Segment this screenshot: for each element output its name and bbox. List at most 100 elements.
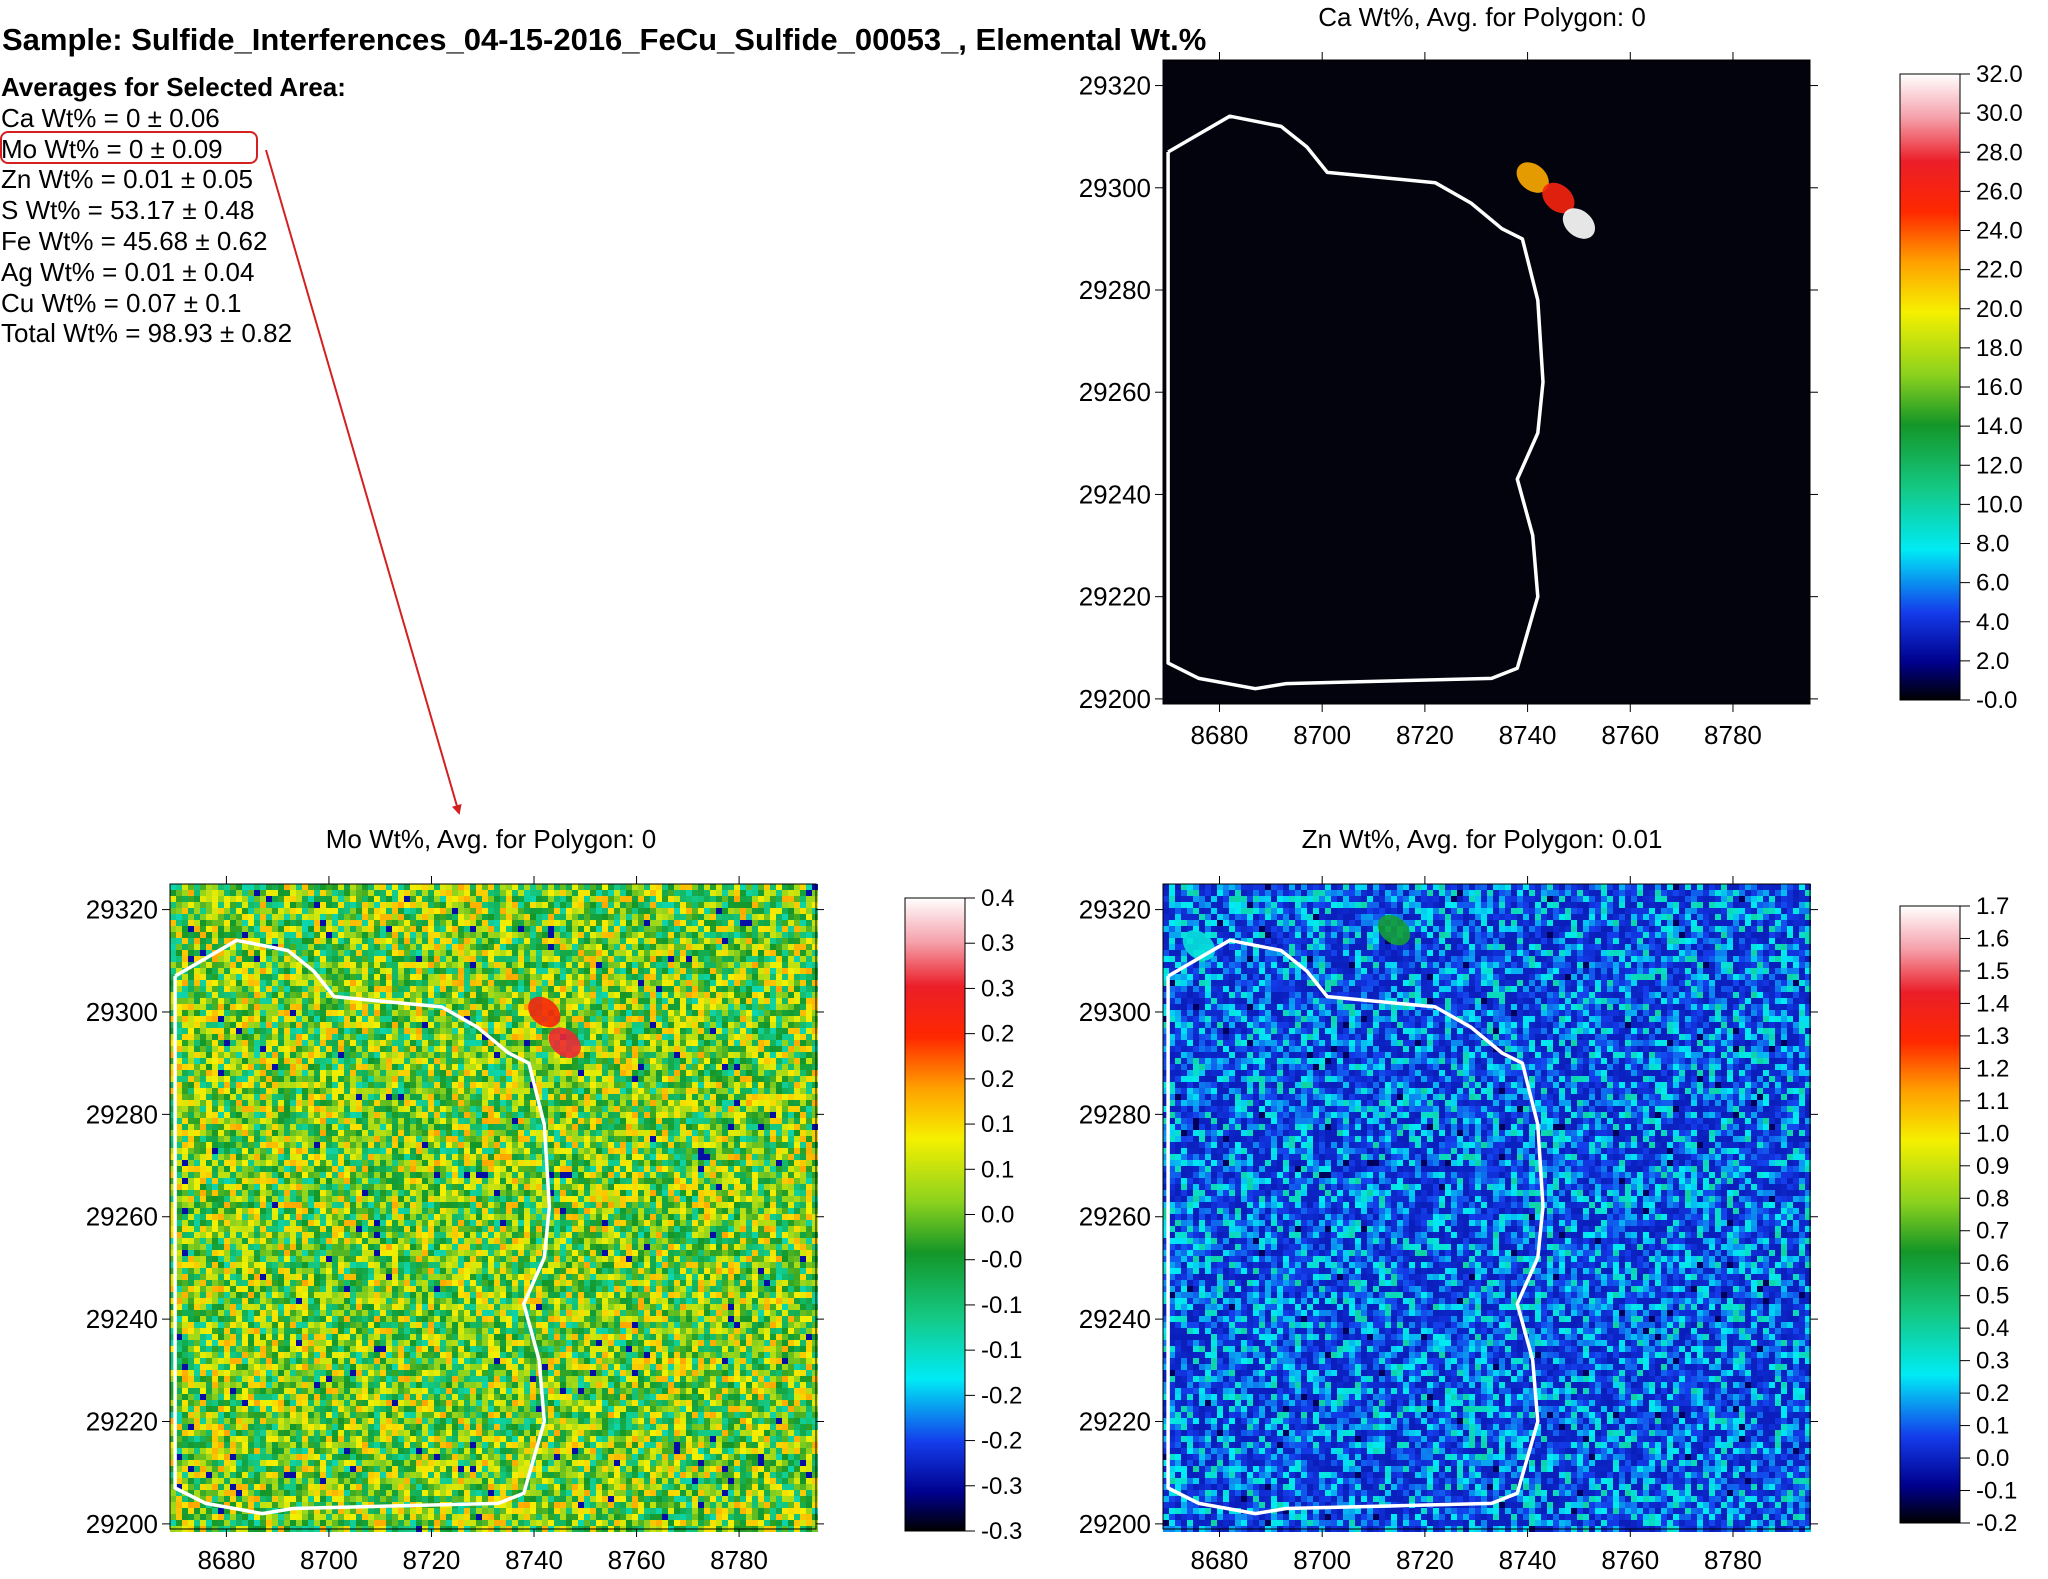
plot-frame: [1162, 883, 1811, 1530]
y-tick-label: 29280: [1079, 1099, 1151, 1129]
colorbar-tick-label: 1.4: [1976, 990, 2009, 1017]
average-line-mo: Mo Wt% = 0 ± 0.09: [1, 134, 346, 165]
colorbar-tick-label: 14.0: [1976, 413, 2023, 440]
ca-heatmap-panel: 8680 8700 8720 8740 8760 8780 29320 29300 29280 2…: [1079, 52, 2023, 750]
heatmap-feature-1: [1542, 182, 1575, 214]
colorbar-tick-label: 20.0: [1976, 296, 2023, 323]
y-tick-label: 29240: [86, 1304, 158, 1334]
heatmap-feature-0: [1516, 162, 1549, 193]
colorbar-tick-label: 0.3: [1976, 1348, 2009, 1375]
colorbar-tick-label: 1.6: [1976, 925, 2009, 952]
average-line-total: Total Wt% = 98.93 ± 0.82: [1, 318, 346, 349]
x-tick-label: 8680: [1191, 720, 1249, 750]
mo-heatmap-panel: 8680 8700 8720 8740 8760 8780 29320 29300 29280 2…: [86, 876, 1022, 1575]
y-tick-label: 29220: [1079, 1407, 1151, 1437]
x-tick-label: 8760: [1601, 1545, 1659, 1575]
x-tick-label: 8720: [403, 1545, 461, 1575]
zn-panel-title: Zn Wt%, Avg. for Polygon: 0.01: [1302, 824, 1663, 855]
colorbar-tick-label: 0.1: [981, 1111, 1014, 1138]
colorbar-tick-label: 32.0: [1976, 61, 2023, 88]
annotation-arrow-line: [265, 149, 462, 815]
y-tick-label: 29240: [1079, 479, 1151, 509]
y-tick-label: 29220: [86, 1407, 158, 1437]
heatmap-feature-1: [1377, 914, 1411, 946]
colorbar-tick-label: 10.0: [1976, 491, 2023, 518]
y-tick-label: 29300: [1079, 173, 1151, 203]
colorbar-tick-label: 0.7: [1976, 1218, 2009, 1245]
colorbar-tick-label: 1.1: [1976, 1088, 2009, 1115]
heatmap-feature-2: [1562, 208, 1596, 239]
colorbar-tick-label: 16.0: [1976, 374, 2023, 401]
selection-polygon: [1166, 114, 1545, 691]
plot-frame: [1162, 59, 1811, 705]
sample-title: Sample: Sulfide_Interferences_04-15-2016…: [2, 22, 1206, 58]
y-tick-label: 29260: [1079, 1202, 1151, 1232]
y-tick-label: 29240: [1079, 1304, 1151, 1334]
colorbar-tick-label: 1.7: [1976, 893, 2009, 920]
y-tick-label: 29200: [1079, 1509, 1151, 1539]
x-tick-label: 8720: [1396, 720, 1454, 750]
colorbar-tick-label: -0.0: [981, 1247, 1022, 1274]
x-tick-label: 8680: [1191, 1545, 1249, 1575]
mo-panel-title: Mo Wt%, Avg. for Polygon: 0: [326, 824, 656, 855]
colorbar-tick-label: 0.1: [981, 1156, 1014, 1183]
colorbar-tick-label: -0.3: [981, 1473, 1022, 1500]
colorbar-tick-label: 0.2: [981, 1066, 1014, 1093]
colorbar-tick-label: 0.0: [1976, 1445, 2009, 1472]
colorbar-tick-label: 22.0: [1976, 257, 2023, 284]
colorbar-tick-label: 0.8: [1976, 1185, 2009, 1212]
x-tick-label: 8760: [608, 1545, 666, 1575]
y-tick-label: 29320: [1079, 895, 1151, 925]
colorbar-tick-label: 0.2: [981, 1021, 1014, 1048]
average-line-s: S Wt% = 53.17 ± 0.48: [1, 195, 346, 226]
colorbar-tick-label: 0.5: [1976, 1283, 2009, 1310]
colorbar-tick-label: -0.2: [1976, 1510, 2017, 1537]
heatmap-pixel-noise: [1163, 884, 1811, 1532]
plot-frame: [169, 883, 817, 1530]
x-tick-label: 8700: [1293, 720, 1351, 750]
average-line-fe: Fe Wt% = 45.68 ± 0.62: [1, 226, 346, 257]
y-tick-label: 29260: [86, 1202, 158, 1232]
colorbar-tick-label: 0.4: [1976, 1315, 2009, 1342]
colorbar-tick-label: 1.5: [1976, 958, 2009, 985]
average-line-ag: Ag Wt% = 0.01 ± 0.04: [1, 257, 346, 288]
colorbar-tick-label: 26.0: [1976, 178, 2023, 205]
colorbar-tick-label: 28.0: [1976, 139, 2023, 166]
colorbar-tick-label: -0.3: [981, 1518, 1022, 1545]
ca-panel-title: Ca Wt%, Avg. for Polygon: 0: [1318, 2, 1646, 33]
heatmap-feature-1: [548, 1027, 581, 1058]
colorbar-tick-label: 0.6: [1976, 1250, 2009, 1277]
averages-panel: Averages for Selected Area: Ca Wt% = 0 ±…: [1, 72, 346, 349]
y-tick-label: 29300: [1079, 997, 1151, 1027]
colorbar-tick-label: 0.0: [981, 1202, 1014, 1229]
colorbar-tick-label: 12.0: [1976, 452, 2023, 479]
colorbar-tick-label: 24.0: [1976, 218, 2023, 245]
colorbar-tick-label: -0.2: [981, 1428, 1022, 1455]
x-tick-label: 8760: [1601, 720, 1659, 750]
heatmap-pixel-noise: [170, 884, 818, 1532]
colorbar-tick-label: -0.0: [1976, 687, 2017, 714]
y-tick-label: 29280: [86, 1099, 158, 1129]
x-tick-label: 8700: [1293, 1545, 1351, 1575]
colorbar-tick-label: 0.3: [981, 975, 1014, 1002]
colorbar-tick-label: 4.0: [1976, 609, 2009, 636]
average-line-cu: Cu Wt% = 0.07 ± 0.1: [1, 288, 346, 319]
y-tick-label: 29320: [1079, 71, 1151, 101]
colorbar: [1899, 905, 1961, 1524]
x-tick-label: 8740: [505, 1545, 563, 1575]
colorbar-tick-label: -0.1: [981, 1337, 1022, 1364]
x-tick-label: 8680: [197, 1545, 255, 1575]
colorbar-tick-label: 0.2: [1976, 1380, 2009, 1407]
x-tick-label: 8780: [710, 1545, 768, 1575]
colorbar: [904, 897, 966, 1532]
averages-heading: Averages for Selected Area:: [1, 72, 346, 103]
y-tick-label: 29200: [1079, 684, 1151, 714]
colorbar-tick-label: 0.1: [1976, 1413, 2009, 1440]
colorbar-tick-label: 0.4: [981, 885, 1014, 912]
mo-highlight-box: [0, 131, 258, 164]
y-tick-label: 29300: [86, 997, 158, 1027]
colorbar-tick-label: 0.9: [1976, 1153, 2009, 1180]
colorbar-tick-label: 2.0: [1976, 648, 2009, 675]
heatmap-feature-0: [528, 996, 561, 1028]
